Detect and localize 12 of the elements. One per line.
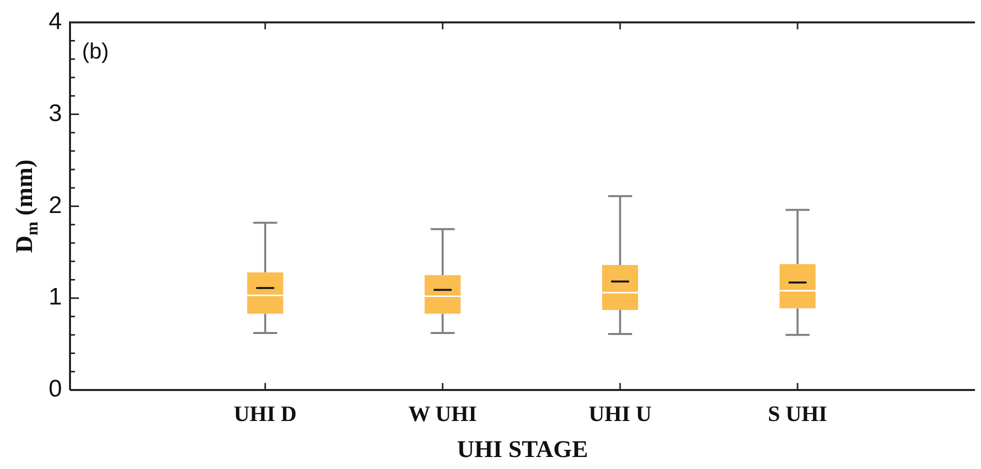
y-tick-label: 2 xyxy=(48,192,62,219)
y-tick-label: 0 xyxy=(48,376,62,403)
y-tick-label: 3 xyxy=(48,100,62,127)
x-tick-label: UHI D xyxy=(234,400,297,426)
x-tick-label: W UHI xyxy=(408,400,477,426)
x-tick-label: S UHI xyxy=(768,400,828,426)
y-tick-label: 4 xyxy=(48,8,62,36)
y-tick-label: 1 xyxy=(48,284,62,311)
annotation: (b) xyxy=(82,38,109,64)
x-axis-title: UHI STAGE xyxy=(457,436,588,463)
x-tick-label: UHI U xyxy=(588,400,652,426)
y-axis-title: Dm (mm) xyxy=(12,160,42,253)
